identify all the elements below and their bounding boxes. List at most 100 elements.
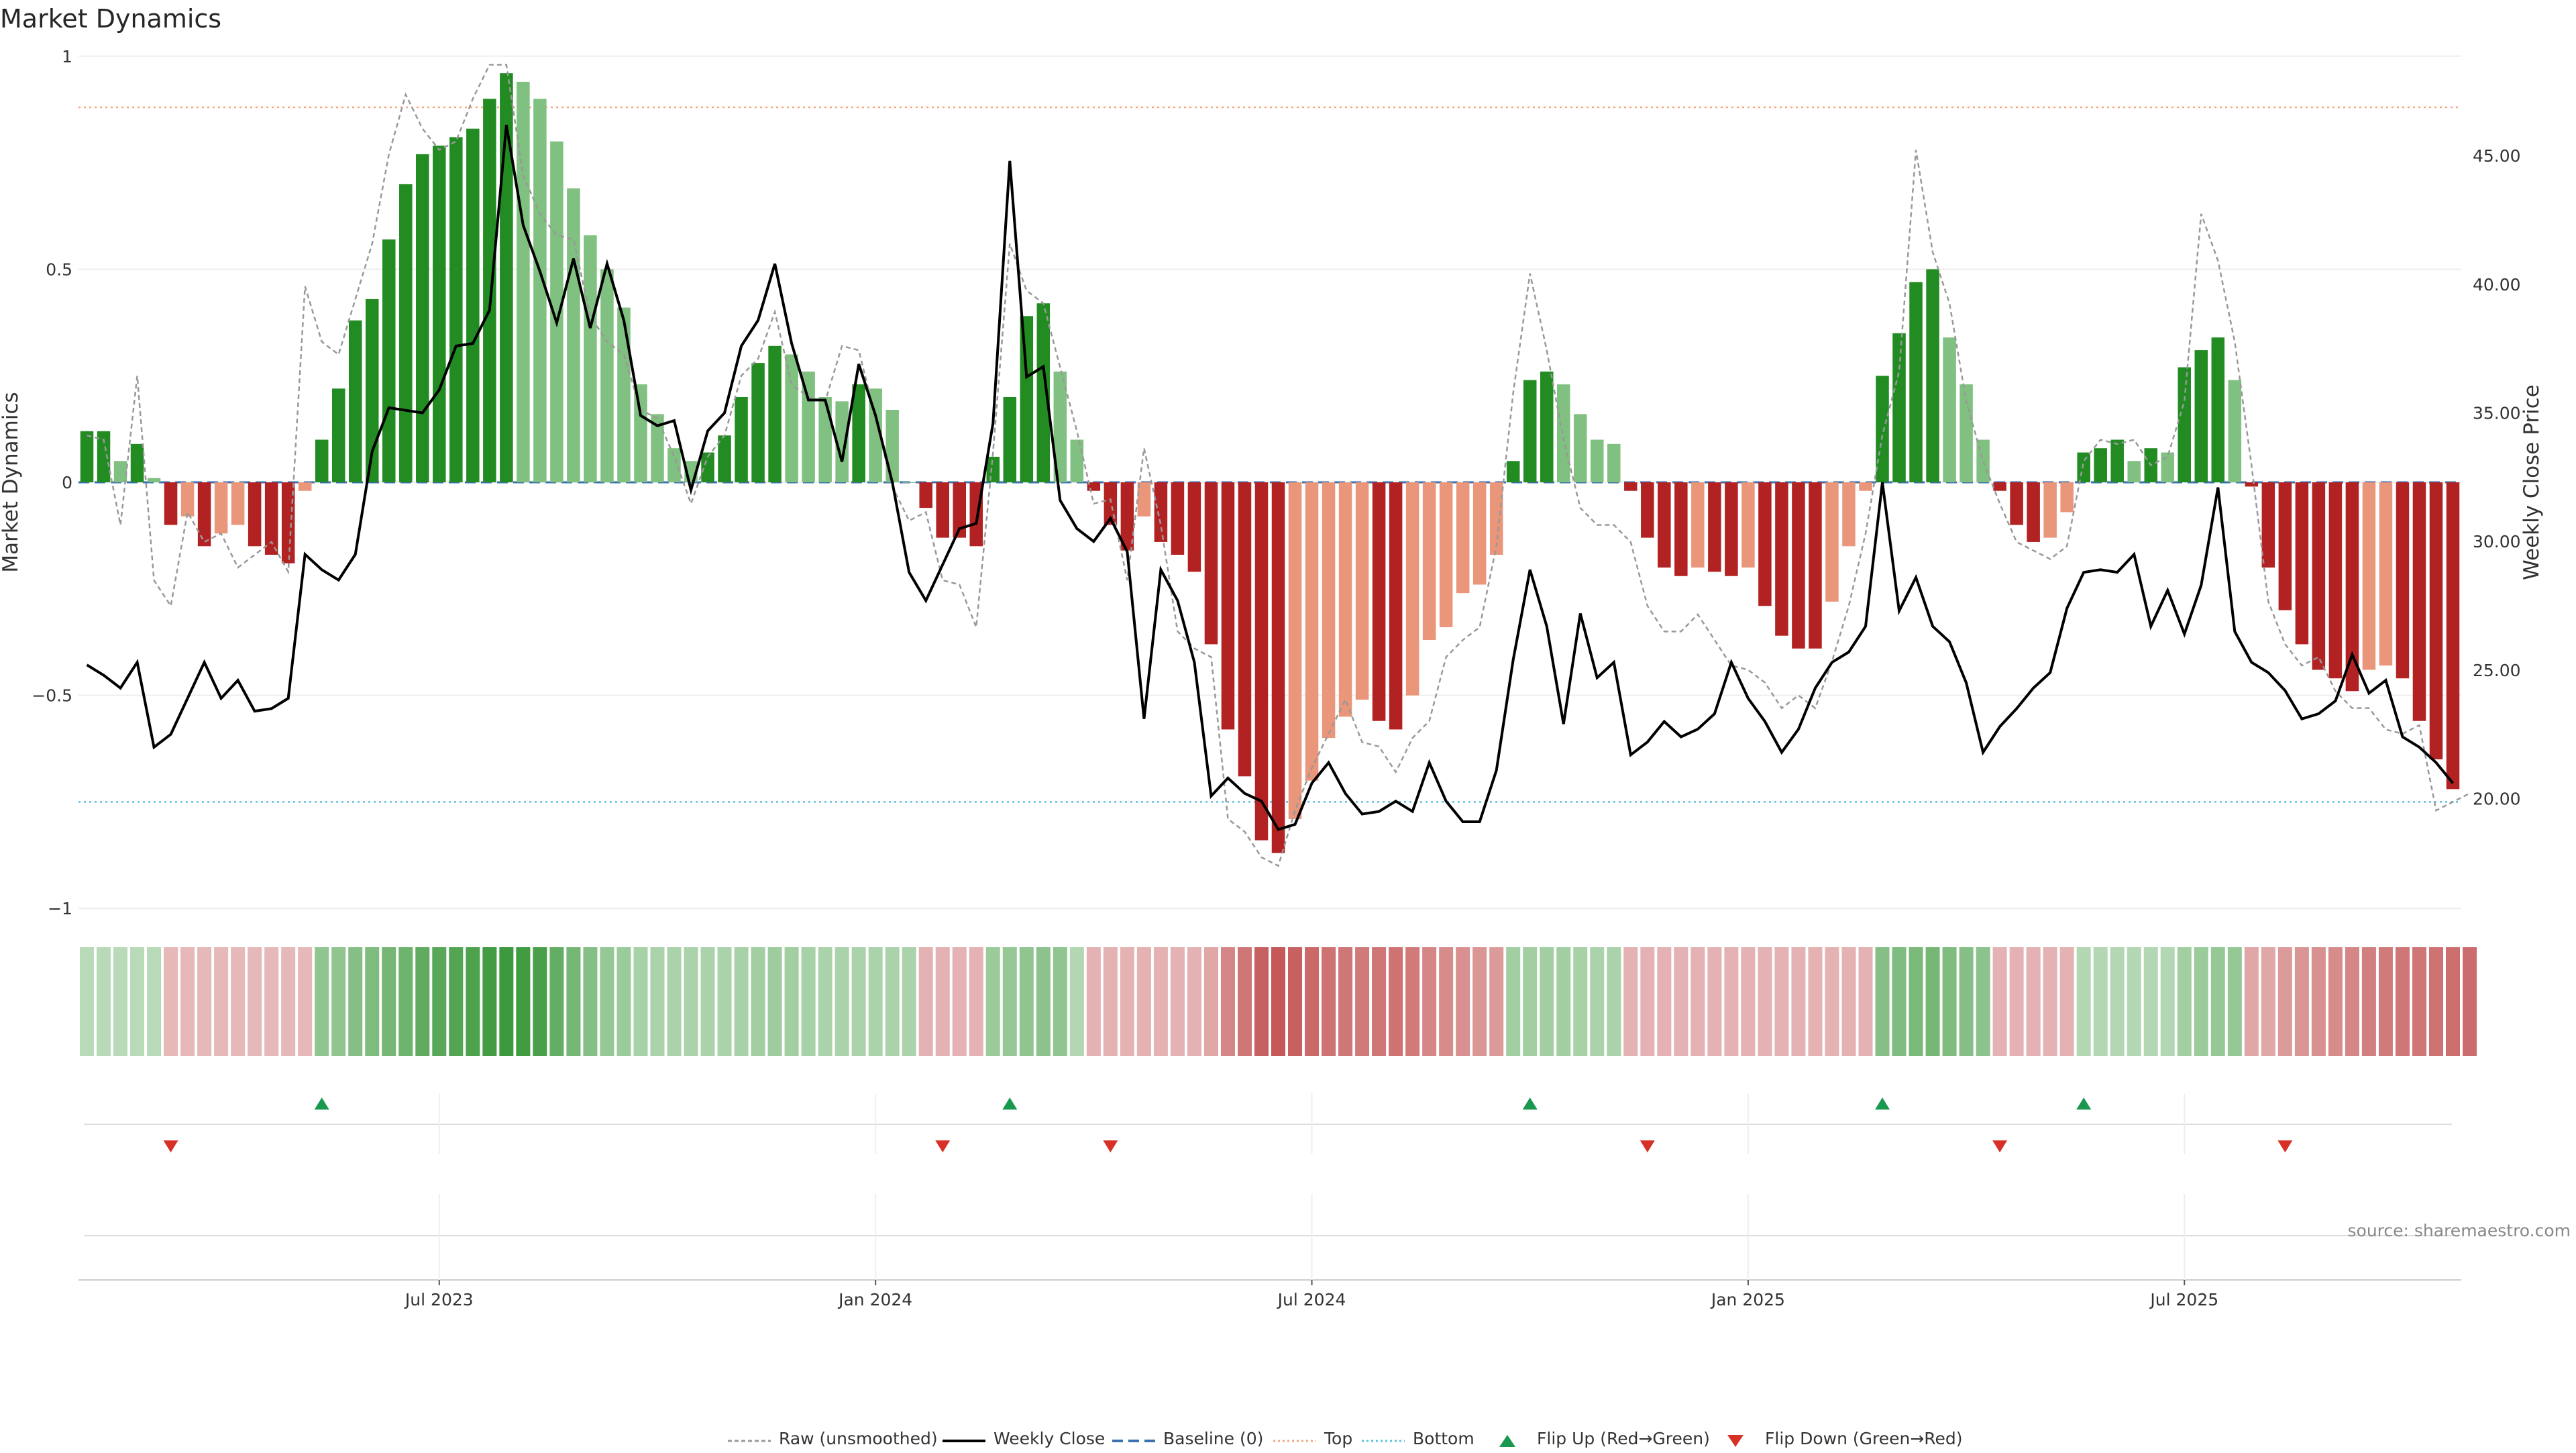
- md-bar: [180, 482, 195, 517]
- md-bar: [416, 154, 429, 482]
- md-bar: [1489, 482, 1503, 555]
- regime-cell: [1774, 947, 1789, 1056]
- flip-up-marker: [314, 1097, 329, 1110]
- regime-cell: [1506, 947, 1521, 1056]
- regime-cell: [583, 947, 598, 1056]
- regime-cell: [1372, 947, 1387, 1056]
- regime-cell: [1271, 947, 1286, 1056]
- md-bar: [1422, 482, 1436, 641]
- axes: 1 0.5 0 −0.5 −1 45.00 40.00 35.00 30.00 25.00 20.0…: [0, 47, 2544, 918]
- md-bar: [902, 482, 916, 483]
- regime-cell: [1640, 947, 1655, 1056]
- regime-cell: [1858, 947, 1873, 1056]
- regime-cell: [1389, 947, 1403, 1056]
- md-bar: [1825, 482, 1839, 602]
- md-bar: [315, 439, 329, 482]
- md-bar: [1254, 482, 1269, 841]
- md-bar: [365, 299, 379, 482]
- flip-markers-panel: [78, 1093, 2461, 1281]
- md-bar: [768, 345, 782, 482]
- md-bar: [1171, 482, 1185, 555]
- md-bar: [1523, 380, 1537, 482]
- md-bar: [2228, 380, 2242, 482]
- regime-cell: [1086, 947, 1101, 1056]
- regime-cell: [2059, 947, 2074, 1056]
- md-bar: [1221, 482, 1235, 730]
- series-lines: [86, 64, 2471, 867]
- regime-cell: [1707, 947, 1722, 1056]
- right-tick-label: 20.00: [2473, 790, 2521, 809]
- left-tick-label: −0.5: [32, 686, 72, 706]
- regime-cell: [1069, 947, 1084, 1056]
- md-bar: [2060, 482, 2074, 513]
- regime-cell: [466, 947, 480, 1056]
- regime-cell: [180, 947, 195, 1056]
- regime-cell: [1187, 947, 1201, 1056]
- md-bar: [2010, 482, 2023, 525]
- md-bar: [2312, 482, 2326, 670]
- x-axis: Jul 2023 Jan 2024 Jul 2024 Jan 2025 Jul 2025: [404, 1280, 2218, 1309]
- weekly-close-line-swatch: [943, 1440, 985, 1442]
- regime-cell: [1690, 947, 1705, 1056]
- regime-cell: [1556, 947, 1571, 1056]
- md-bar: [1775, 482, 1788, 636]
- market-dynamics-bars: [80, 73, 2460, 853]
- regime-cell: [935, 947, 950, 1056]
- regime-cell: [482, 947, 497, 1056]
- source-note: source: sharemaestro.com: [2347, 1221, 2571, 1240]
- md-bar: [986, 456, 1000, 482]
- md-bar: [1271, 482, 1285, 853]
- right-tick-label: 40.00: [2473, 275, 2521, 294]
- md-bar: [2295, 482, 2309, 645]
- x-tick-label: Jul 2024: [1277, 1290, 1346, 1309]
- md-bar: [1070, 439, 1084, 482]
- regime-cell: [784, 947, 799, 1056]
- md-bar: [1943, 337, 1956, 482]
- md-bar: [2194, 350, 2208, 482]
- regime-cell: [264, 947, 279, 1056]
- regime-cell: [835, 947, 849, 1056]
- md-bar: [2178, 367, 2192, 482]
- regime-cell: [2277, 947, 2292, 1056]
- regime-cell: [1405, 947, 1420, 1056]
- regime-cell: [1203, 947, 1218, 1056]
- md-bar: [584, 235, 597, 482]
- regime-cell: [2311, 947, 2326, 1056]
- md-bar: [214, 482, 228, 534]
- md-bar: [550, 141, 564, 483]
- regime-cell: [2076, 947, 2091, 1056]
- regime-cell: [2026, 947, 2041, 1056]
- regime-cell: [1791, 947, 1806, 1056]
- flip-down-marker: [2277, 1140, 2293, 1152]
- md-bar: [953, 482, 966, 538]
- md-bar: [751, 363, 765, 482]
- md-bar: [231, 482, 245, 525]
- md-bar: [197, 482, 211, 547]
- flip-down-marker: [1992, 1140, 2008, 1152]
- legend-label-flip-down: Flip Down (Green→Red): [1765, 1429, 1963, 1448]
- regime-cell: [549, 947, 564, 1056]
- regime-cell: [1254, 947, 1269, 1056]
- md-bar: [1439, 482, 1453, 627]
- weekly-close-line: [86, 124, 2455, 831]
- regime-cell: [1909, 947, 1923, 1056]
- regime-cell: [1573, 947, 1588, 1056]
- md-bar: [2161, 452, 2175, 482]
- md-bar: [1389, 482, 1403, 730]
- regime-cell: [2227, 947, 2242, 1056]
- md-bar: [2278, 482, 2292, 610]
- regime-cell: [197, 947, 212, 1056]
- bottom-line-swatch: [1362, 1440, 1405, 1442]
- md-bar: [164, 482, 178, 525]
- md-bar: [1842, 482, 1856, 547]
- md-bar: [1472, 482, 1487, 585]
- regime-cell: [851, 947, 866, 1056]
- md-bar: [1792, 482, 1805, 649]
- right-tick-label: 30.00: [2473, 532, 2521, 551]
- regime-cell: [2093, 947, 2108, 1056]
- md-bar: [1137, 482, 1151, 517]
- regime-cell: [1657, 947, 1672, 1056]
- md-bar: [97, 431, 111, 482]
- md-bar: [1355, 482, 1369, 700]
